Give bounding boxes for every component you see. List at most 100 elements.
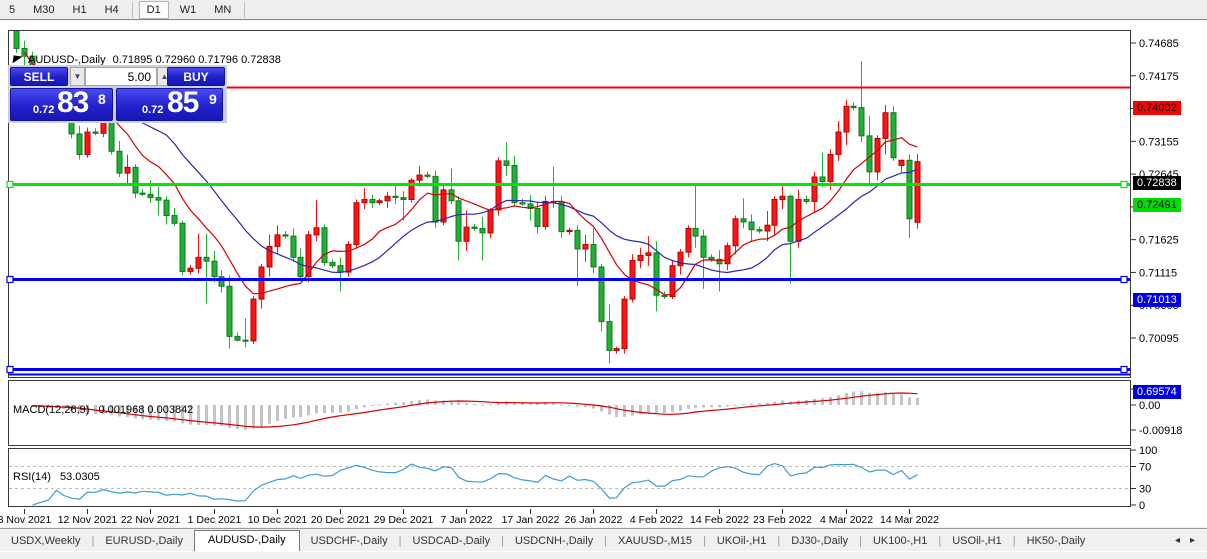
chart-ohlc: 0.71895 0.72960 0.71796 0.72838 — [112, 54, 281, 66]
timeframe-button-h4[interactable]: H4 — [104, 3, 119, 16]
ask-price-pip: 9 — [209, 91, 217, 107]
chart-tab-audusd-daily[interactable]: AUDUSD-,Daily — [193, 530, 300, 551]
rsi-line — [32, 462, 918, 506]
macd-panel-frame[interactable] — [8, 380, 1131, 446]
price-line-label-0.69574: 0.69574 — [1133, 385, 1181, 399]
price-tick: 0.74685 — [1139, 38, 1179, 50]
toolbar-separator — [131, 1, 133, 18]
macd-tick: 0.00 — [1139, 400, 1160, 412]
price-tick: 0.71115 — [1139, 267, 1177, 279]
timeframe-button-h1[interactable]: H1 — [72, 3, 87, 16]
chart-symbol: AUDUSD-,Daily — [28, 54, 106, 66]
date-tick: 4 Mar 2022 — [820, 514, 873, 526]
chart-tab-dj30-daily[interactable]: DJ30-,Daily — [791, 535, 849, 547]
tab-separator: | — [91, 535, 95, 547]
chart-tab-eurusd-daily[interactable]: EURUSD-,Daily — [105, 535, 183, 547]
bid-price-main: 83 — [57, 86, 89, 119]
chart-tab-usdchf-daily[interactable]: USDCHF-,Daily — [310, 535, 388, 547]
rsi-tick: 100 — [1139, 445, 1157, 457]
sma-fast-line — [24, 51, 918, 296]
rsi-tick: 30 — [1139, 484, 1151, 496]
buy-button[interactable]: BUY — [167, 67, 225, 86]
timeframe-toolbar: 5 M30 H1 H4 D1 W1 MN — [0, 0, 1207, 20]
date-axis[interactable]: 3 Nov 2021 12 Nov 2021 22 Nov 2021 1 Dec 20… — [0, 509, 939, 526]
ask-price-prefix: 0.72 — [142, 104, 164, 116]
chart-tab-usdcnh-daily[interactable]: USDCNH-,Daily — [514, 535, 594, 547]
tab-separator: | — [604, 535, 608, 547]
rsi-plot — [9, 462, 1130, 506]
rsi-value: 53.0305 — [59, 471, 100, 483]
price-line-label-0.72838: 0.72838 — [1133, 176, 1181, 190]
chart-tab-usdx-weekly[interactable]: USDX,Weekly — [11, 535, 81, 547]
tab-separator: | — [938, 535, 942, 547]
date-tick: 29 Dec 2021 — [374, 514, 434, 526]
timeframe-button-w1[interactable]: W1 — [179, 3, 197, 16]
price-line-label-0.71013: 0.71013 — [1133, 293, 1181, 307]
tab-separator: | — [398, 535, 402, 547]
price-tick: 0.71625 — [1139, 235, 1179, 247]
tab-scroll-buttons: ◂ ▸ — [1175, 535, 1207, 551]
date-tick: 7 Jan 2022 — [441, 514, 493, 526]
chart-tab-ukoil-h1[interactable]: UKOil-,H1 — [716, 535, 767, 547]
date-tick: 22 Nov 2021 — [121, 514, 181, 526]
date-tick: 14 Feb 2022 — [690, 514, 749, 526]
bid-price-pip: 8 — [98, 91, 106, 107]
toolbar-separator — [244, 1, 246, 18]
sma-slow-line — [24, 51, 918, 274]
chart-tab-bar: USDX,Weekly | EURUSD-,Daily AUDUSD-,Daily US… — [0, 528, 1207, 551]
rsi-tick: 70 — [1139, 462, 1151, 474]
timeframe-button-mn[interactable]: MN — [214, 3, 232, 16]
date-tick: 3 Nov 2021 — [0, 514, 52, 526]
timeframe-button-m30[interactable]: M30 — [33, 3, 55, 16]
hline-handle[interactable] — [1120, 365, 1128, 374]
chart-tab-usoil-h1[interactable]: USOil-,H1 — [952, 535, 1002, 547]
rsi-panel-frame[interactable] — [8, 448, 1131, 507]
macd-name: MACD(12,26,9) — [13, 404, 90, 416]
one-click-trading-panel: SELL ▼ 5.00 ▲ BUY 0.72 83 8 0.72 85 9 — [8, 65, 227, 123]
macd-indicator-label: MACD(12,26,9) 0.001968 0.003842 — [13, 404, 199, 416]
macd-signal-line — [32, 392, 918, 428]
price-tick: 0.70095 — [1139, 333, 1179, 345]
chart-symbol-arrow-icon[interactable] — [12, 55, 23, 65]
tab-separator: | — [1012, 535, 1016, 547]
price-tick: 0.74175 — [1139, 71, 1179, 83]
sell-button[interactable]: SELL — [10, 67, 68, 86]
chart-tab-hk50-daily[interactable]: HK50-,Daily — [1026, 535, 1086, 547]
chart-tab-xauusd-m15[interactable]: XAUUSD-,M15 — [618, 535, 692, 547]
chart-tab-uk100-h1[interactable]: UK100-,H1 — [872, 535, 928, 547]
chart-workspace: 0.746850.741750.736650.731550.726450.721… — [0, 21, 1207, 527]
timeframe-button-5[interactable]: 5 — [9, 3, 16, 16]
status-strip — [0, 551, 1207, 559]
tab-scroll-left-icon[interactable]: ◂ — [1174, 535, 1180, 546]
timeframe-button-d1[interactable]: D1 — [138, 0, 169, 19]
bid-price-prefix: 0.72 — [33, 104, 55, 116]
tab-separator: | — [777, 535, 781, 547]
hline-handle[interactable] — [1120, 180, 1128, 189]
hline-handle[interactable] — [1120, 275, 1128, 284]
tab-scroll-right-icon[interactable]: ▸ — [1189, 535, 1195, 546]
hline-handle[interactable] — [6, 365, 14, 374]
date-tick: 4 Feb 2022 — [630, 514, 683, 526]
volume-decrease-button[interactable]: ▼ — [70, 67, 85, 86]
candlestick-plot — [13, 31, 921, 364]
tab-separator: | — [859, 535, 862, 547]
hline-handle[interactable] — [6, 180, 14, 189]
chart-canvas[interactable]: 0.746850.741750.736650.731550.726450.721… — [0, 21, 1207, 548]
tab-separator: | — [703, 535, 706, 547]
date-tick: 14 Mar 2022 — [880, 514, 939, 526]
bid-price-button[interactable]: 0.72 83 8 — [10, 86, 113, 121]
date-tick: 1 Dec 2021 — [188, 514, 242, 526]
date-tick: 26 Jan 2022 — [565, 514, 623, 526]
date-tick: 17 Jan 2022 — [502, 514, 560, 526]
chart-title: AUDUSD-,Daily 0.71895 0.72960 0.71796 0.… — [12, 53, 281, 67]
ask-price-button[interactable]: 0.72 85 9 — [116, 86, 223, 121]
date-tick: 23 Feb 2022 — [753, 514, 812, 526]
macd-plot — [23, 391, 919, 430]
price-line-label-0.74002: 0.74002 — [1133, 101, 1181, 115]
price-line-label-0.72491: 0.72491 — [1133, 198, 1181, 212]
price-tick: 0.73155 — [1139, 136, 1179, 148]
hline-handle[interactable] — [6, 275, 14, 284]
volume-input[interactable]: 5.00 — [85, 67, 157, 86]
macd-tick: -0.00918 — [1139, 425, 1182, 437]
chart-tab-usdcad-daily[interactable]: USDCAD-,Daily — [412, 535, 491, 547]
